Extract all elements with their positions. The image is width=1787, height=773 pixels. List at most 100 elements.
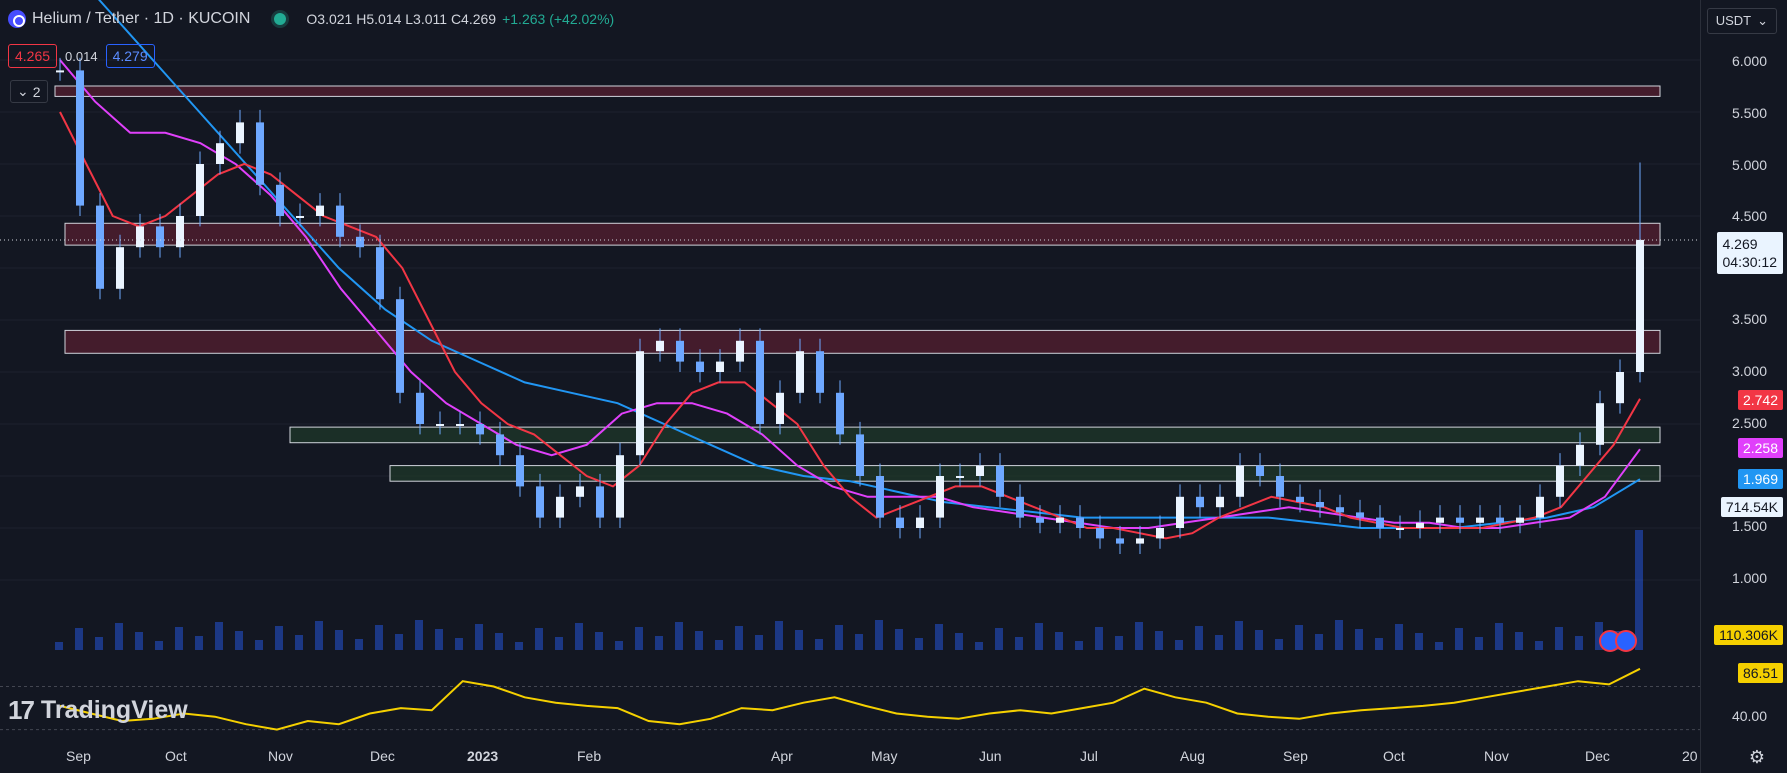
volume-bar bbox=[1415, 633, 1423, 650]
volume-bar bbox=[375, 625, 383, 650]
spread-value: 0.014 bbox=[65, 48, 98, 64]
candle-body bbox=[1576, 444, 1584, 466]
volume-bar bbox=[455, 638, 463, 650]
volume-bar bbox=[1115, 636, 1123, 650]
volume-bar bbox=[515, 642, 523, 650]
candle-body bbox=[816, 351, 824, 393]
candle-body bbox=[1356, 512, 1364, 518]
candle-body bbox=[76, 70, 84, 206]
chevron-down-icon: ⌄ bbox=[17, 83, 29, 99]
candle-body bbox=[1336, 507, 1344, 513]
candle-body bbox=[276, 184, 284, 216]
volume-bar bbox=[1535, 641, 1543, 650]
trade-buttons: 4.265 0.014 4.279 bbox=[8, 44, 155, 68]
volume-bar bbox=[1375, 638, 1383, 650]
ohlc-values: O3.021 H5.014 L3.011 C4.269 bbox=[306, 11, 497, 27]
volume-ma-label: 110.306K bbox=[1714, 625, 1783, 645]
price-tick: 6.000 bbox=[1731, 53, 1767, 69]
helium-logo-icon bbox=[8, 10, 26, 28]
candle-body bbox=[1136, 538, 1144, 544]
time-axis[interactable]: Sep Oct Nov Dec 2023 Feb Apr May Jun Jul… bbox=[0, 745, 1700, 773]
volume-bar bbox=[115, 623, 123, 650]
candle-body bbox=[1116, 538, 1124, 544]
volume-bar bbox=[915, 638, 923, 650]
tradingview-logo-icon: 17 bbox=[8, 695, 35, 725]
volume-bar bbox=[615, 641, 623, 650]
indicators-toggle[interactable]: ⌄ 2 bbox=[10, 80, 48, 103]
volume-bar bbox=[735, 626, 743, 650]
volume-bar bbox=[55, 642, 63, 650]
currency-label: USDT bbox=[1715, 13, 1752, 28]
rsi-chart[interactable] bbox=[0, 660, 1700, 740]
volume-bar bbox=[895, 629, 903, 650]
volume-bar bbox=[1555, 627, 1563, 650]
price-zone bbox=[389, 465, 1661, 482]
candle-body bbox=[616, 455, 624, 518]
candle-body bbox=[956, 476, 964, 478]
price-tick: 5.500 bbox=[1731, 105, 1767, 121]
candle-body bbox=[536, 486, 544, 518]
economic-events[interactable] bbox=[1599, 630, 1637, 652]
candle-body bbox=[1216, 496, 1224, 508]
volume-bar bbox=[1475, 637, 1483, 650]
volume-bar bbox=[995, 628, 1003, 650]
chart-header: Helium / Tether · 1D · KUCOIN O3.021 H5.… bbox=[8, 10, 614, 28]
time-tick: Jul bbox=[1080, 748, 1098, 764]
sell-button[interactable]: 4.265 bbox=[8, 44, 58, 68]
bar-countdown: 04:30:12 bbox=[1722, 254, 1778, 270]
candle-body bbox=[1256, 465, 1264, 476]
volume-bar bbox=[255, 640, 263, 650]
us-flag-icon[interactable] bbox=[1615, 630, 1637, 652]
volume-bar bbox=[795, 630, 803, 650]
gear-icon[interactable]: ⚙ bbox=[1748, 747, 1765, 767]
time-tick: Oct bbox=[1383, 748, 1405, 764]
candle-body bbox=[636, 351, 644, 456]
candle-body bbox=[136, 226, 144, 248]
symbol-title[interactable]: Helium / Tether · 1D · KUCOIN bbox=[32, 10, 251, 27]
candle-body bbox=[1636, 239, 1644, 372]
volume-bar bbox=[1235, 621, 1243, 650]
price-axis[interactable]: USDT ⌄ 6.000 5.500 5.000 4.500 3.500 3.0… bbox=[1700, 0, 1787, 773]
candle-body bbox=[1296, 496, 1304, 502]
candle-body bbox=[116, 247, 124, 289]
tradingview-logo[interactable]: 17 TradingView bbox=[8, 695, 188, 726]
candle-body bbox=[896, 517, 904, 528]
price-chart[interactable] bbox=[0, 0, 1700, 660]
candle-body bbox=[476, 424, 484, 435]
candle-body bbox=[936, 476, 944, 518]
chart-area[interactable] bbox=[0, 0, 1700, 655]
candle-body bbox=[296, 216, 304, 218]
candle-body bbox=[396, 299, 404, 393]
currency-select[interactable]: USDT ⌄ bbox=[1706, 8, 1777, 34]
volume-bar bbox=[855, 634, 863, 650]
volume-bar bbox=[695, 631, 703, 650]
volume-bar bbox=[1015, 637, 1023, 650]
candle-body bbox=[516, 455, 524, 487]
volume-bar bbox=[1055, 632, 1063, 650]
volume-bar bbox=[675, 622, 683, 650]
volume-bar bbox=[595, 632, 603, 650]
volume-bar bbox=[235, 631, 243, 650]
price-tick: 5.000 bbox=[1731, 157, 1767, 173]
candle-body bbox=[316, 205, 324, 216]
ma-purple-line bbox=[59, 59, 1641, 529]
time-tick: Sep bbox=[1283, 748, 1308, 764]
volume-bar bbox=[1135, 622, 1143, 650]
time-tick: Feb bbox=[577, 748, 602, 764]
price-zone bbox=[64, 329, 1661, 354]
volume-bar bbox=[395, 634, 403, 650]
volume-bar bbox=[1175, 640, 1183, 650]
candle-body bbox=[1416, 522, 1424, 528]
price-tick: 3.500 bbox=[1731, 311, 1767, 327]
rsi-pane[interactable] bbox=[0, 660, 1700, 740]
time-tick: May bbox=[871, 748, 898, 764]
volume-bar bbox=[1155, 631, 1163, 650]
candle-body bbox=[1196, 496, 1204, 508]
candle-body bbox=[916, 517, 924, 528]
volume-bar bbox=[415, 620, 423, 650]
buy-button[interactable]: 4.279 bbox=[105, 44, 155, 68]
price-zone bbox=[54, 85, 1661, 97]
volume-bar bbox=[1395, 624, 1403, 650]
price-zone bbox=[289, 426, 1661, 444]
volume-bar bbox=[175, 627, 183, 650]
